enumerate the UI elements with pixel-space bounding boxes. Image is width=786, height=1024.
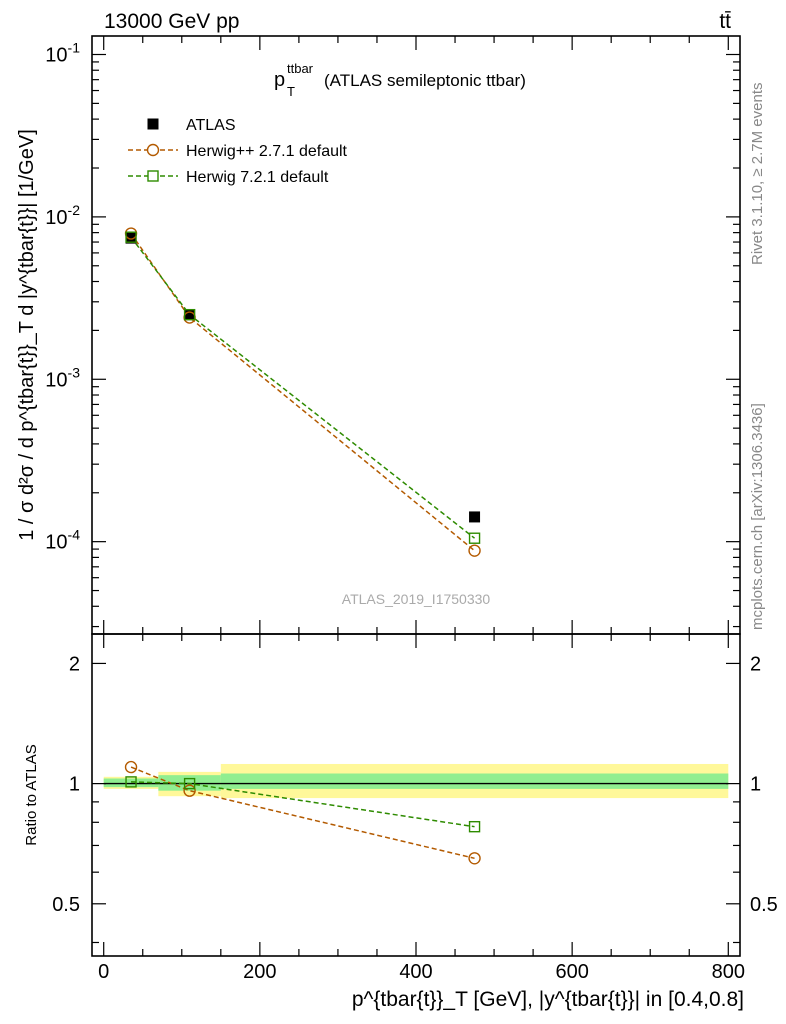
y-tick-label-ratio-right: 2	[750, 653, 761, 675]
herwig7-point	[183, 308, 196, 321]
legend-entry: Herwig 7.2.1 default	[186, 169, 329, 186]
x-axis-label: p^{tbar{t}}_T [GeV], |y^{tbar{t}}| in [0…	[352, 988, 744, 1011]
x-tick-label: 0	[98, 961, 109, 983]
mcplots-label: mcplots.cern.ch [arXiv:1306.3436]	[749, 403, 766, 630]
plot-title-p: p	[274, 69, 285, 91]
ratio-line-herwigpp	[130, 766, 475, 860]
y-tick-label-ratio: 2	[69, 653, 80, 675]
x-tick-label: 600	[555, 961, 588, 983]
legend-marker-circle	[146, 143, 160, 157]
herwig7-point	[468, 532, 481, 544]
ratio-panel-frame	[91, 633, 741, 957]
plot-title-sub: T	[287, 84, 295, 99]
y-axis-label-main: 1 / σ d²σ / d p^{tbar{t}}_T d |y^{tbar{t…	[16, 129, 38, 541]
ratio-line-herwig7	[131, 781, 475, 828]
ratio-panel: 0.5 0.5 1 1 2 2 0 200 400 600 800	[52, 634, 778, 983]
y-tick-label-main: 10-3	[45, 364, 80, 391]
atlas-data-point	[184, 309, 196, 321]
atlas-data-point	[469, 511, 481, 523]
legend-entry: Herwig++ 2.7.1 default	[186, 143, 348, 160]
y-tick-label-ratio-right: 1	[750, 774, 761, 796]
ratio-point-herwig7	[125, 776, 137, 788]
plot-title-rest: (ATLAS semileptonic ttbar)	[324, 71, 526, 90]
analysis-watermark: ATLAS_2019_I1750330	[342, 591, 491, 607]
legend: ATLAS Herwig++ 2.7.1 default Herwig 7.2.1 …	[128, 117, 348, 186]
main-panel: 10-1 10-2 10-3 10-4	[45, 36, 740, 634]
ratio-point-herwig7	[183, 777, 196, 790]
y-tick-label-main: 10-2	[45, 202, 80, 229]
herwigpp-point	[468, 544, 481, 557]
series-line-herwigpp	[130, 233, 476, 552]
header-energy: 13000 GeV pp	[104, 10, 239, 33]
plot-title-sup: ttbar	[287, 61, 314, 76]
x-tick-label: 200	[243, 961, 276, 983]
y-tick-label-main: 10-1	[45, 40, 80, 67]
y-tick-label-ratio: 1	[69, 774, 80, 796]
ratio-band-inner	[103, 778, 159, 788]
herwig7-point	[125, 231, 137, 243]
y-axis-label-ratio: Ratio to ATLAS	[23, 744, 40, 845]
legend-entry: ATLAS	[186, 117, 236, 134]
y-tick-label-ratio: 0.5	[52, 894, 80, 916]
x-tick-label: 400	[399, 961, 432, 983]
atlas-data-point	[125, 232, 137, 244]
y-tick-label-main: 10-4	[45, 527, 80, 554]
legend-marker-filled-square	[147, 118, 159, 130]
y-tick-label-ratio-right: 0.5	[750, 894, 778, 916]
plot-title: p ttbar T (ATLAS semileptonic ttbar)	[274, 61, 526, 99]
legend-marker-square	[147, 170, 159, 182]
ratio-point-herwigpp	[183, 784, 196, 797]
rivet-label: Rivet 3.1.10, ≥ 2.7M events	[749, 83, 766, 266]
series-line-herwig7	[130, 236, 476, 539]
ratio-point-herwigpp	[124, 760, 138, 774]
ratio-point-herwigpp	[468, 852, 481, 865]
ratio-point-herwig7	[468, 820, 481, 833]
header-process: tt̄	[719, 10, 731, 33]
ratio-band-inner	[220, 773, 729, 789]
x-tick-label: 800	[712, 961, 745, 983]
